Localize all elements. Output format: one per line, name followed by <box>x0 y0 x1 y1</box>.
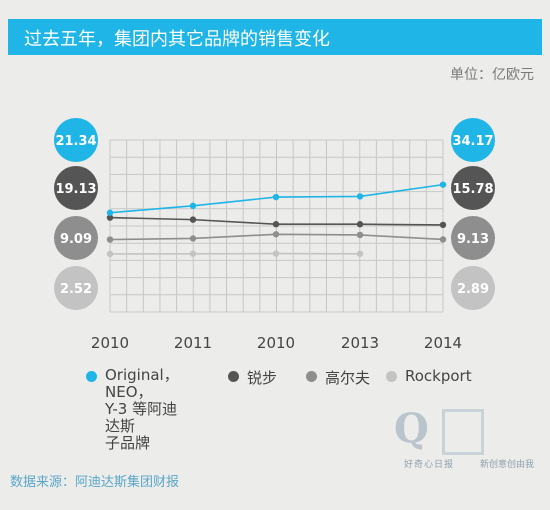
data-point <box>272 231 280 238</box>
x-tick-label: 2013 <box>341 334 379 352</box>
data-point <box>439 236 447 243</box>
start-value-bubble <box>54 216 98 260</box>
start-value-label: 19.13 <box>55 182 96 197</box>
data-point <box>189 235 197 242</box>
data-point <box>356 193 364 200</box>
legend-item-rockport: Rockport <box>386 367 472 385</box>
legend-item-golf: 高尔夫 <box>306 367 370 388</box>
legend-item-original: Original，NEO， Y-3 等阿迪达斯 子品牌 <box>86 367 179 452</box>
x-tick-label: 2014 <box>424 334 462 352</box>
data-point <box>272 221 280 228</box>
legend-dot-golf <box>306 371 317 382</box>
x-tick-label: 2010 <box>257 334 295 352</box>
data-point <box>106 236 114 243</box>
end-value-label: 34.17 <box>452 134 493 149</box>
start-value-bubble <box>54 118 98 162</box>
data-point <box>439 181 447 188</box>
q-logo-icon: Q <box>394 405 429 452</box>
end-value-bubble <box>451 166 495 210</box>
legend-label-golf: 高尔夫 <box>325 369 371 387</box>
data-point <box>106 250 114 258</box>
unit-label: 单位：亿欧元 <box>450 67 534 83</box>
data-point <box>356 221 364 228</box>
x-tick-label: 2010 <box>91 334 129 352</box>
data-point <box>439 221 447 229</box>
vision-logo-icon <box>442 409 484 455</box>
start-value-bubble <box>54 266 98 310</box>
title-bar: 过去五年，集团内其它品牌的销售变化 <box>8 19 542 55</box>
chart-title: 过去五年，集团内其它品牌的销售变化 <box>24 29 330 50</box>
legend-label-reebok: 锐步 <box>247 369 278 387</box>
end-value-bubble <box>451 266 495 310</box>
start-value-label: 2.52 <box>60 282 92 297</box>
data-point <box>356 231 364 239</box>
legend-dot-rockport <box>386 371 397 382</box>
legend-dot-reebok <box>228 371 239 382</box>
data-point <box>189 250 197 257</box>
legend-item-reebok: 锐步 <box>228 367 277 388</box>
start-value-label: 9.09 <box>60 232 92 247</box>
end-value-label: 15.78 <box>452 182 493 197</box>
x-tick-label: 2011 <box>174 334 212 352</box>
legend-label-rockport: Rockport <box>405 367 472 385</box>
end-value-label: 2.89 <box>457 282 489 297</box>
data-point <box>356 250 364 257</box>
data-point <box>106 214 114 221</box>
data-point <box>272 250 280 257</box>
start-value-bubble <box>54 166 98 210</box>
end-value-bubble <box>451 216 495 260</box>
data-point <box>106 209 114 216</box>
end-value-label: 9.13 <box>457 232 489 247</box>
watermark-right-brand: 新创意创由我 <box>480 460 535 470</box>
data-point <box>189 202 197 210</box>
end-value-bubble <box>451 118 495 162</box>
data-point <box>189 216 197 223</box>
watermark-logo: Q 好奇心日报 新创意创由我 <box>394 405 534 475</box>
watermark-left-brand: 好奇心日报 <box>404 460 455 470</box>
data-point <box>272 193 280 201</box>
legend-dot-original <box>86 371 97 382</box>
start-value-label: 21.34 <box>55 134 96 149</box>
legend-label-original: Original，NEO， Y-3 等阿迪达斯 子品牌 <box>105 366 179 452</box>
data-source: 数据来源：阿迪达斯集团财报 <box>10 475 180 490</box>
